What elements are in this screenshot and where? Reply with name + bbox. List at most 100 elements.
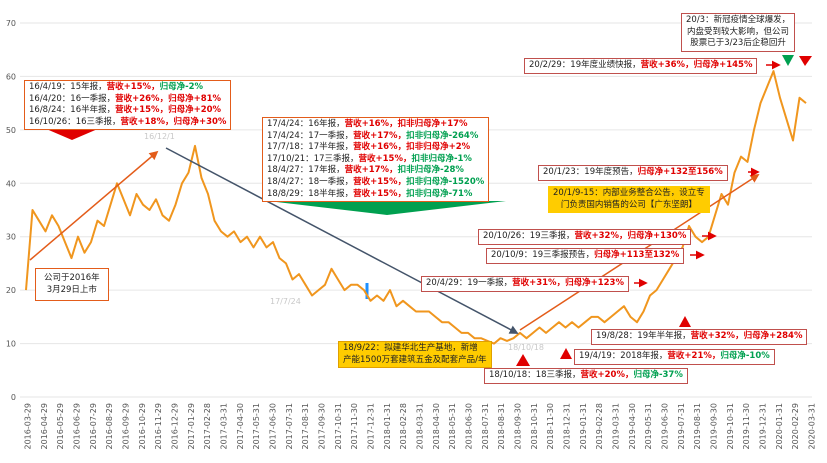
report-date: 18/4/27： bbox=[267, 176, 309, 187]
report-pre: 16年报， bbox=[308, 119, 345, 129]
report-pre: 18三季报， bbox=[535, 370, 581, 380]
callout-200429: 20/4/29：19一季报，营收+31%，归母净+123% bbox=[421, 276, 629, 292]
x-tick-label: 2017-07-31 bbox=[285, 403, 294, 450]
report-line: 18/8/29：18半年报，营收+15%，扣非归母净-71% bbox=[267, 189, 484, 201]
x-tick-label: 2019-01-31 bbox=[579, 403, 588, 450]
x-tick-label: 2019-07-31 bbox=[677, 403, 686, 450]
x-tick-label: 2017-08-31 bbox=[301, 403, 310, 450]
x-tick-label: 2018-07-31 bbox=[481, 403, 490, 450]
x-tick-label: 2016-11-29 bbox=[154, 403, 163, 450]
report-np: 归母净+20% bbox=[168, 105, 222, 116]
x-axis-ticks: 2016-03-29 2016-04-29 2016-05-29 2016-06-29… bbox=[24, 403, 817, 450]
x-tick-label: 2016-10-29 bbox=[138, 403, 147, 450]
report-pre: 16一季报， bbox=[70, 93, 116, 104]
report-line: 18/4/27：17年报，营收+17%，扣非归母净-28% bbox=[267, 165, 484, 177]
x-tick-label: 2016-05-29 bbox=[56, 403, 65, 450]
report-pre: 17半年报， bbox=[308, 142, 354, 153]
report-pre: 19三季报， bbox=[529, 231, 575, 241]
report-pre: 19年度预告， bbox=[584, 167, 638, 177]
report-np: 归母净+113至132% bbox=[594, 250, 680, 260]
x-tick-label: 2018-06-30 bbox=[465, 403, 474, 450]
callout-180922-line-2: 产能1500万套建筑五金及配套产品/年 bbox=[343, 354, 487, 365]
x-tick-label: 2017-01-29 bbox=[187, 403, 196, 450]
report-pre: 15年报， bbox=[70, 82, 107, 92]
x-tick-label: 2016-03-29 bbox=[24, 403, 33, 450]
x-tick-label: 2020-03-31 bbox=[808, 403, 817, 450]
report-pre: 19年度业绩快报， bbox=[570, 60, 641, 70]
report-line: 17/4/24：17一季报，营收+17%，扣非归母净-264% bbox=[267, 131, 484, 143]
callout-200229: 20/2/29：19年度业绩快报，营收+36%，归母净+145% bbox=[524, 58, 758, 74]
callout-200303: 20/3：新冠疫情全球爆发， 内盘受到较大影响，但公司 股票已于3/23后企稳回… bbox=[681, 13, 796, 52]
report-np: 归母净+123% bbox=[565, 278, 624, 288]
y-tick-label: 30 bbox=[6, 233, 16, 242]
callout-200115: 20/1/9-15：内部业务整合公告，设立专 门负责国内销售的公司【广东坚朗】 bbox=[548, 186, 710, 214]
report-rev: 营收+15%， bbox=[106, 82, 160, 92]
report-line: 19/8/28：19年半年报，营收+32%，归母净+284% bbox=[596, 331, 802, 343]
report-np: 归母净-37% bbox=[633, 370, 683, 380]
report-np: 扣非归母净+2% bbox=[406, 142, 471, 153]
report-np: 归母净-2% bbox=[159, 82, 204, 92]
report-rev: 营收+21%， bbox=[667, 351, 721, 361]
report-rev: 营收+16%， bbox=[344, 119, 398, 129]
x-tick-label: 2018-11-30 bbox=[546, 403, 555, 450]
report-rev: 营收+15%， bbox=[353, 188, 407, 199]
callout-200303-line-2: 内盘受到较大影响，但公司 bbox=[687, 26, 790, 37]
report-line: 18/4/27：18一季报，营收+15%，扣非归母净-1520% bbox=[267, 177, 484, 189]
report-np: 归母净+81% bbox=[168, 93, 222, 104]
report-pre: 2018年报， bbox=[620, 351, 668, 361]
watermark-label: 18/10/18 bbox=[508, 343, 544, 352]
report-rev: 营收+17%， bbox=[344, 165, 398, 176]
x-tick-label: 2016-08-29 bbox=[105, 403, 114, 450]
report-rev: 营收+15%， bbox=[358, 153, 412, 164]
report-np: 扣非归母净-1520% bbox=[406, 176, 485, 187]
report-date: 16/8/24： bbox=[29, 105, 71, 116]
report-pre: 16半年报， bbox=[70, 105, 116, 116]
callout-ipo-line-2: 3月29日上市 bbox=[46, 284, 97, 295]
x-tick-label: 2017-11-30 bbox=[350, 403, 359, 450]
report-rev: 营收+17%， bbox=[353, 130, 407, 141]
report-pre: 19年半年报， bbox=[637, 331, 691, 341]
report-rev: 营收+18%， bbox=[120, 116, 174, 127]
report-date: 18/4/27： bbox=[267, 165, 309, 176]
callout-181018: 18/10/18：18三季报，营收+20%，归母净-37% bbox=[484, 368, 688, 384]
report-np: 扣非归母净-264% bbox=[406, 130, 479, 141]
report-date: 20/1/23： bbox=[543, 167, 585, 177]
report-line: 16/4/20：16一季报，营收+26%，归母净+81% bbox=[29, 94, 226, 106]
report-date: 19/4/19： bbox=[579, 351, 621, 361]
report-date: 20/10/9： bbox=[491, 250, 533, 260]
y-tick-label: 50 bbox=[6, 126, 16, 135]
callout-ipo-line-1: 公司于2016年 bbox=[44, 273, 100, 283]
callout-180922: 18/9/22：拟建华北生产基地，新增 产能1500万套建筑五金及配套产品/年 bbox=[338, 341, 492, 369]
report-np: 归母净+132至156% bbox=[637, 167, 723, 177]
callout-191009: 20/10/9：19三季报预告，归母净+113至132% bbox=[486, 248, 685, 264]
report-date: 18/8/29： bbox=[267, 188, 309, 199]
x-tick-label: 2018-08-31 bbox=[497, 403, 506, 450]
watermark-label: 16/12/1 bbox=[144, 132, 175, 141]
report-rev: 营收+36%， bbox=[640, 60, 694, 70]
report-date: 20/4/29： bbox=[426, 278, 468, 288]
x-tick-label: 2018-05-31 bbox=[448, 403, 457, 450]
y-axis-ticks: 0 10 20 30 40 50 60 70 bbox=[6, 19, 16, 402]
y-tick-label: 20 bbox=[6, 286, 16, 295]
callout-200303-line-1: 20/3：新冠疫情全球爆发， bbox=[686, 15, 791, 25]
report-line: 16/10/26：16三季报，营收+18%，归母净+30% bbox=[29, 117, 226, 129]
report-date: 18/10/18： bbox=[489, 370, 536, 380]
callout-191026: 20/10/26：19三季报，营收+32%，归母净+130% bbox=[478, 229, 692, 245]
report-np: 归母净+30% bbox=[173, 116, 227, 127]
report-np: 归母净+145% bbox=[693, 60, 753, 70]
report-pre: 17三季报， bbox=[313, 153, 359, 164]
x-tick-label: 2017-03-31 bbox=[220, 403, 229, 450]
report-pre: 19一季报， bbox=[467, 278, 513, 288]
x-tick-label: 2019-03-31 bbox=[612, 403, 621, 450]
x-tick-label: 2018-01-31 bbox=[383, 403, 392, 450]
y-tick-label: 0 bbox=[11, 393, 16, 402]
x-tick-label: 2018-03-31 bbox=[416, 403, 425, 450]
x-tick-label: 2019-10-31 bbox=[726, 403, 735, 450]
x-tick-label: 2020-02-29 bbox=[791, 403, 800, 450]
report-rev: 营收+32%， bbox=[690, 331, 744, 341]
x-tick-label: 2017-10-31 bbox=[334, 403, 343, 450]
x-tick-label: 2017-06-30 bbox=[269, 403, 278, 450]
callout-200115-line-2: 门负责国内销售的公司【广东坚朗】 bbox=[560, 199, 697, 210]
callout-200303-line-3: 股票已于3/23后企稳回升 bbox=[690, 38, 786, 49]
report-pre: 16三季报， bbox=[75, 116, 121, 127]
